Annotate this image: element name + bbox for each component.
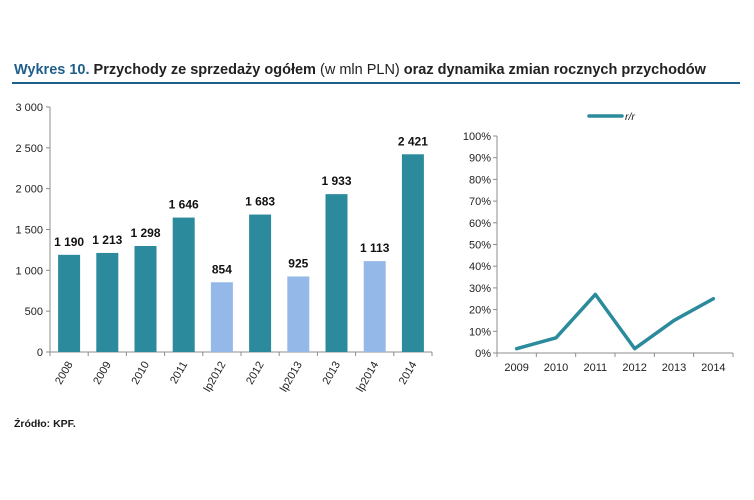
line-y-tick-label: 100% <box>463 131 491 143</box>
line-y-tick-label: 30% <box>469 283 491 295</box>
bar-2012 <box>249 214 272 352</box>
bar-lp2014 <box>363 261 386 352</box>
line-x-tick-label: 2011 <box>584 362 608 374</box>
line-y-tick-label: 40% <box>469 261 491 273</box>
chart-title: Wykres 10. Przychody ze sprzedaży ogółem… <box>14 62 706 78</box>
bar-value-label: 1 113 <box>360 241 390 255</box>
chart-number-label: Wykres 10. <box>14 62 90 78</box>
bar-value-label: 1 933 <box>321 174 351 188</box>
chart-title-main-1: Przychody ze sprzedaży ogółem <box>93 62 316 78</box>
line-y-tick-label: 60% <box>469 218 491 230</box>
bar-2014 <box>401 154 424 352</box>
line-y-tick-label: 10% <box>469 326 491 338</box>
source-note: Źródło: KPF. <box>14 418 76 430</box>
line-y-tick-label: 70% <box>469 196 491 208</box>
bar-2009 <box>96 252 119 352</box>
bar-2010 <box>134 245 157 352</box>
bar-value-label: 1 213 <box>92 233 122 247</box>
title-underline <box>12 82 740 84</box>
line-y-tick-label: 90% <box>469 153 491 165</box>
bar-lp2013 <box>287 276 310 352</box>
bar-value-label: 1 683 <box>245 195 275 209</box>
line-y-tick-label: 20% <box>469 305 491 317</box>
line-x-tick-label: 2014 <box>701 362 725 374</box>
bar-y-tick-label: 1 500 <box>15 225 43 237</box>
line-series-rr <box>514 292 716 351</box>
bar-lp2012 <box>210 282 233 352</box>
chart-title-main-2: oraz dynamika zmian rocznych przychodów <box>403 62 706 78</box>
bar-y-tick-label: 2 500 <box>15 143 43 155</box>
line-x-tick-label: 2013 <box>662 362 686 374</box>
bar-value-label: 1 298 <box>130 226 160 240</box>
bar-value-label: 1 190 <box>54 235 84 249</box>
bar-y-tick-label: 2 000 <box>15 184 43 196</box>
bar-value-label: 854 <box>212 262 232 276</box>
line-y-tick-label: 80% <box>469 174 491 186</box>
bar-2011 <box>172 217 195 352</box>
bar-value-label: 2 421 <box>398 134 428 148</box>
line-x-tick-label: 2010 <box>544 362 568 374</box>
bar-value-label: 1 646 <box>169 198 199 212</box>
bar-y-tick-label: 500 <box>25 306 43 318</box>
bar-y-tick-label: 1 000 <box>15 265 43 277</box>
bar-y-tick-label: 0 <box>37 347 43 359</box>
line-y-tick-label: 0% <box>475 348 491 360</box>
bar-value-label: 925 <box>288 256 308 270</box>
legend-label-rr: r/r <box>625 111 635 123</box>
bar-2013 <box>325 194 348 352</box>
bar-2008 <box>58 254 81 352</box>
line-y-tick-label: 50% <box>469 240 491 252</box>
line-x-tick-label: 2012 <box>622 362 646 374</box>
bar-y-tick-label: 3 000 <box>15 102 43 114</box>
line-x-tick-label: 2009 <box>504 362 528 374</box>
chart-title-unit: (w mln PLN) <box>319 62 400 78</box>
